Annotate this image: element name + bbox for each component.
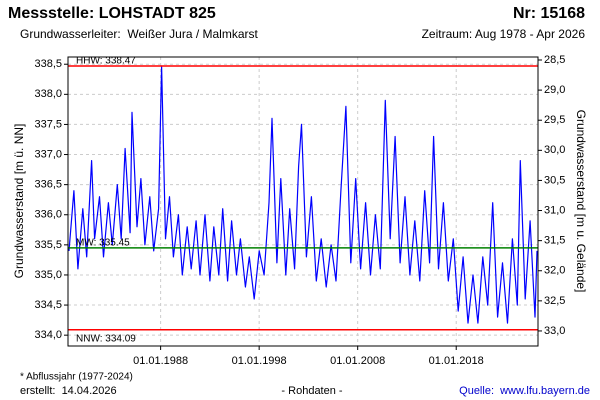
y2-tick-label: 31,0 — [544, 204, 565, 216]
y2-tick-label: 31,5 — [544, 235, 565, 247]
y-tick-label: 337,0 — [34, 148, 62, 160]
y-axis-label: Grundwasserstand [m ü. NN] — [12, 124, 26, 279]
y2-tick-label: 33,0 — [544, 325, 565, 337]
y-tick-label: 337,5 — [34, 118, 62, 130]
y2-tick-label: 29,0 — [544, 84, 565, 96]
reference-label: HHW: 338.47 — [76, 56, 136, 67]
station-number: Nr: 15168 — [513, 5, 585, 22]
x-tick-label: 01.01.1988 — [133, 355, 188, 367]
y2-axis-label: Grundwasserstand [m u. Gelände] — [574, 110, 588, 293]
data-line — [68, 65, 538, 324]
y-tick-label: 338,0 — [34, 88, 62, 100]
created-date: erstellt: 14.04.2026 — [20, 385, 117, 397]
y-tick-label: 336,5 — [34, 179, 62, 191]
footnote: * Abflussjahr (1977-2024) — [20, 372, 133, 383]
y2-tick-label: 29,5 — [544, 114, 565, 126]
reference-label: MW: 335.45 — [76, 238, 130, 249]
y-tick-label: 338,5 — [34, 58, 62, 70]
data-note: - Rohdaten - — [281, 385, 342, 397]
x-tick-label: 01.01.2008 — [330, 355, 385, 367]
y-tick-label: 334,0 — [34, 329, 62, 341]
reference-label: NNW: 334.09 — [76, 333, 136, 344]
y-tick-label: 335,0 — [34, 269, 62, 281]
y2-tick-label: 30,5 — [544, 174, 565, 186]
chart-title: Messstelle: LOHSTADT 825 — [8, 5, 216, 22]
plot-frame — [67, 56, 539, 347]
x-tick-label: 01.01.1998 — [232, 355, 287, 367]
y2-tick-label: 28,5 — [544, 54, 565, 66]
y2-tick-label: 32,0 — [544, 265, 565, 277]
x-tick-label: 01.01.2018 — [429, 355, 484, 367]
source: Quelle: www.lfu.bayern.de — [459, 385, 590, 397]
y2-tick-label: 32,5 — [544, 295, 565, 307]
y-tick-label: 336,0 — [34, 209, 62, 221]
period: Zeitraum: Aug 1978 - Apr 2026 — [422, 27, 586, 41]
y2-tick-label: 30,0 — [544, 144, 565, 156]
subtitle: Grundwasserleiter: Weißer Jura / Malmkar… — [20, 27, 259, 41]
y-tick-label: 335,5 — [34, 239, 62, 251]
y-tick-label: 334,5 — [34, 299, 62, 311]
